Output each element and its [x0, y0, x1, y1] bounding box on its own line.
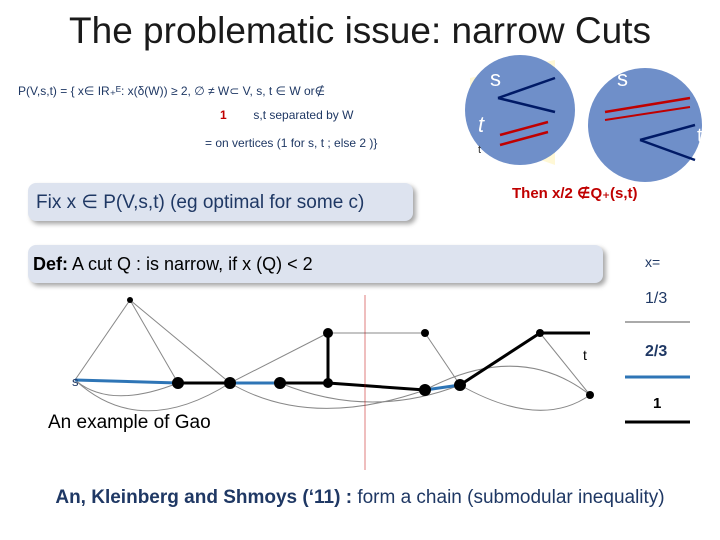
bubble-label-t-left-small: t	[478, 144, 482, 156]
legend-header: x=	[645, 254, 661, 270]
graph-edge-blue	[74, 378, 179, 385]
graph-label-s: s	[72, 374, 79, 389]
bottom-citation-authors: An, Kleinberg and Shmoys (‘11) :	[55, 487, 353, 508]
definition-line-2-text: s,t separated by W	[253, 108, 354, 122]
right-circle-red-b	[604, 106, 691, 121]
fix-box-text: Fix x ∈ P(V,s,t) (eg optimal for some c)	[36, 192, 365, 213]
page-title: The problematic issue: narrow Cuts	[69, 10, 651, 51]
bubble-label-s-right: s	[617, 66, 628, 91]
legend-two-thirds: 2/3	[645, 343, 668, 360]
graph-vertex	[454, 379, 466, 391]
then-statement: Then x/2 ∉Q₊(s,t)	[512, 185, 638, 202]
right-circle	[588, 68, 702, 182]
legend-one-third: 1/3	[645, 290, 668, 307]
fix-box: Fix x ∈ P(V,s,t) (eg optimal for some c)	[28, 183, 413, 221]
graph-vertex	[586, 391, 594, 399]
graph-vertex	[172, 377, 184, 389]
graph-edge-thin	[459, 384, 591, 411]
definition-line-3: = on vertices (1 for s, t ; else 2 )}	[205, 136, 378, 150]
legend-one: 1	[653, 395, 662, 412]
graph-edge-thick	[327, 381, 426, 392]
graph-edge-thick	[459, 331, 541, 387]
def-box-text: A cut Q : is narrow, if x (Q) < 2	[72, 254, 313, 274]
left-circle-red-a	[499, 120, 549, 137]
def-box-label: Def:	[33, 254, 68, 274]
right-circle-red-a	[604, 96, 691, 114]
graph-vertex	[323, 378, 333, 388]
graph-edge-thin	[279, 382, 461, 403]
example-caption: An example of Gao	[48, 412, 211, 433]
graph-edge-thin	[229, 332, 329, 384]
graph-edge-thin	[74, 299, 131, 381]
graph-label-t: t	[583, 347, 587, 363]
graph-vertex	[419, 384, 431, 396]
graph-edge-thin	[129, 299, 231, 384]
graph-vertex	[536, 329, 544, 337]
graph-edge-thin	[539, 332, 591, 396]
graph-vertex	[421, 329, 429, 337]
graph-edge-thin	[74, 379, 231, 412]
left-circle-line-b	[497, 96, 556, 114]
definition-line-1: P(V,s,t) = { x∈ IR₊ᴱ: x(δ(W)) ≥ 2, ∅ ≠ W…	[18, 84, 326, 98]
definition-line-2-number: 1	[220, 108, 227, 122]
graph-edge-thin	[129, 299, 179, 384]
bubble-label-t-right: t	[697, 125, 703, 147]
definition-line-2: 1 s,t separated by W	[220, 108, 353, 122]
graph-edge-thin	[74, 379, 179, 397]
graph-vertex	[323, 328, 333, 338]
bubble-label-s-left: s	[490, 66, 501, 91]
right-circle-line-a	[639, 123, 696, 142]
graph-edge-thin	[424, 332, 461, 386]
graph-vertex	[224, 377, 236, 389]
graph-vertex	[274, 377, 286, 389]
def-box-content: Def: A cut Q : is narrow, if x (Q) < 2	[33, 254, 313, 275]
graph-vertex	[127, 297, 133, 303]
bottom-citation: An, Kleinberg and Shmoys (‘11) : form a …	[0, 487, 720, 509]
def-box: Def: A cut Q : is narrow, if x (Q) < 2	[28, 245, 603, 283]
graph-edge-thin	[424, 365, 591, 396]
right-circle-line-b	[639, 138, 696, 162]
bottom-citation-text: form a chain (submodular inequality)	[357, 487, 665, 508]
left-circle-red-b	[499, 130, 549, 147]
bubble-label-t-left: t	[478, 112, 485, 137]
graph-edge-thin	[229, 382, 426, 409]
left-circle-line-a	[497, 76, 556, 100]
left-circle	[465, 55, 575, 165]
